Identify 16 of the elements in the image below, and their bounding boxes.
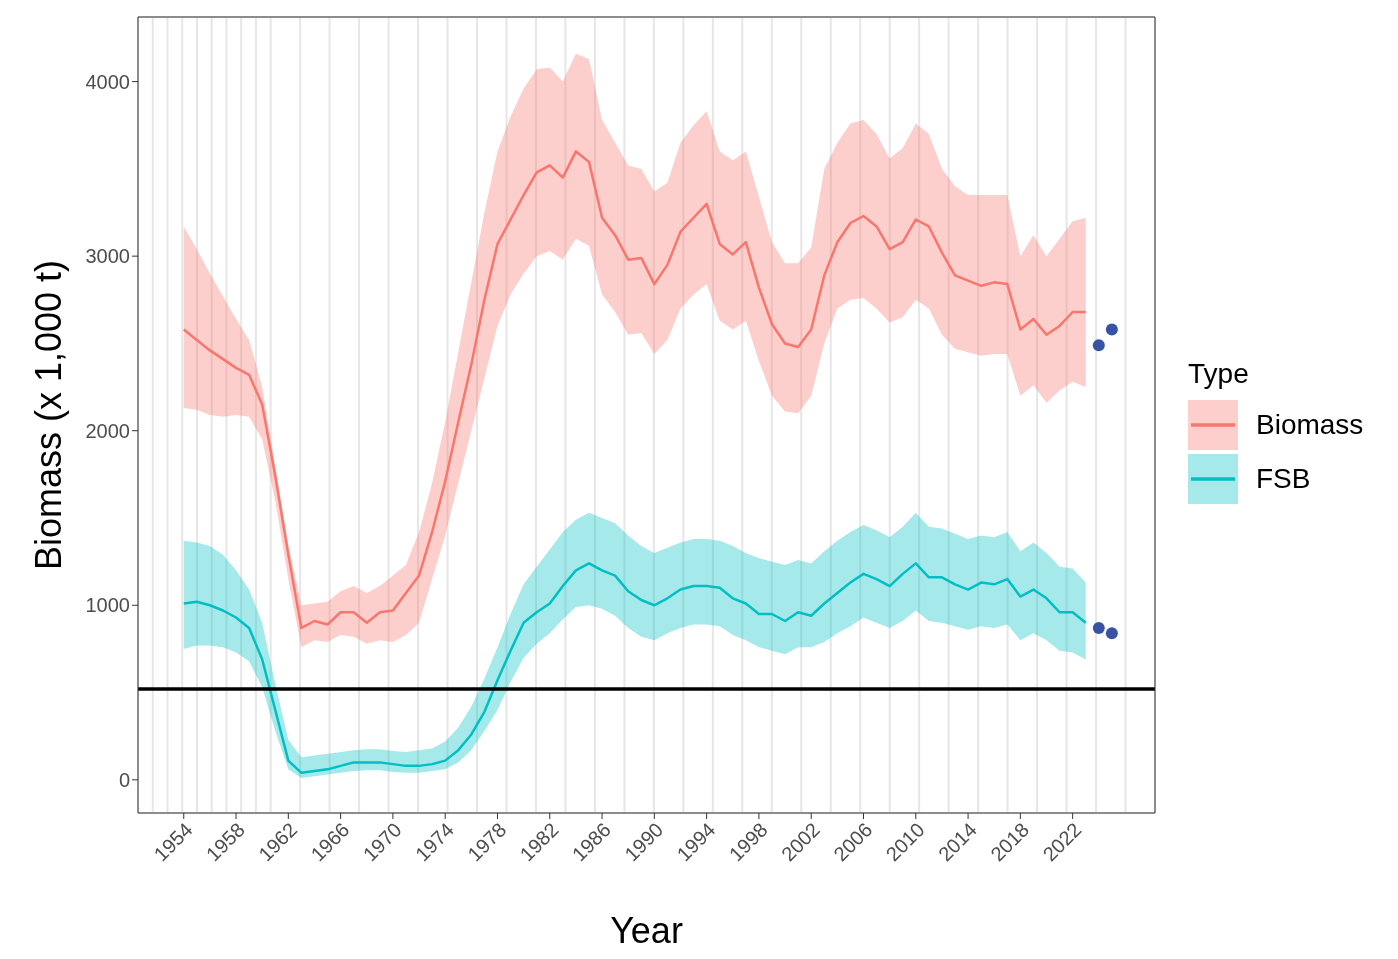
legend-label: FSB — [1256, 463, 1311, 495]
y-tick-label: 0 — [118, 768, 130, 791]
point — [1105, 627, 1118, 640]
x-axis-title: Year — [610, 910, 683, 951]
y-axis-title: Biomass (x 1,000 t) — [27, 259, 69, 571]
point — [1092, 339, 1105, 352]
y-tick-label: 4000 — [85, 70, 130, 93]
point — [1092, 621, 1105, 634]
legend-title: Type — [1188, 358, 1250, 390]
y-tick-label: 3000 — [85, 245, 130, 268]
y-tick-label: 2000 — [85, 419, 130, 442]
y-tick-label: 1000 — [85, 594, 130, 617]
point — [1105, 323, 1118, 336]
legend-label: Biomass — [1256, 409, 1364, 441]
line-series — [182, 150, 1087, 630]
line-series — [182, 562, 1087, 775]
